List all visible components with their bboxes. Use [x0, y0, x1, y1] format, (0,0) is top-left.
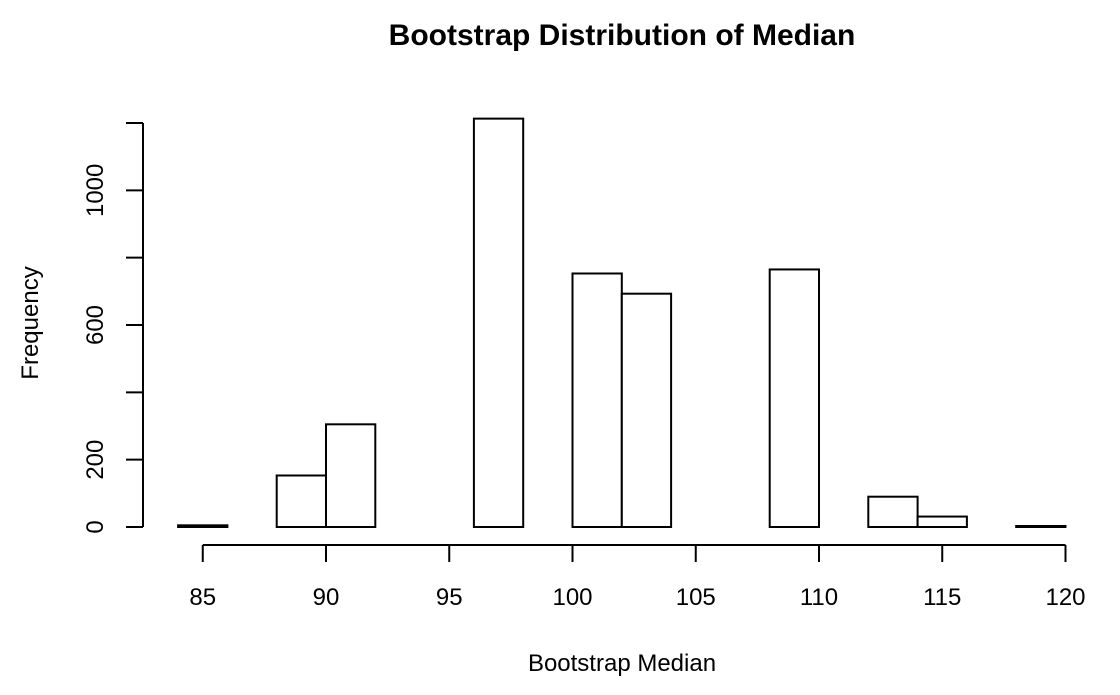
chart-title: Bootstrap Distribution of Median: [389, 19, 856, 52]
histogram-bar: [620, 292, 673, 528]
x-axis: 85 90 95 100 105 110 115 120: [189, 544, 1086, 611]
x-tick-label: 105: [676, 584, 716, 611]
y-axis: 0 200 600 1000: [82, 121, 144, 534]
y-tick-label: 0: [82, 520, 109, 533]
x-tick-label: 100: [552, 584, 592, 611]
histogram-bar: [177, 524, 229, 529]
histogram-bar: [867, 495, 919, 529]
histogram-bar: [916, 515, 968, 528]
x-axis-label: Bootstrap Median: [528, 650, 716, 677]
bars: [177, 117, 1067, 529]
x-tick-label: 115: [923, 584, 961, 611]
x-tick-label: 120: [1045, 584, 1085, 611]
x-tick-label: 95: [436, 584, 463, 611]
x-tick-label: 90: [313, 584, 340, 611]
histogram-bar: [275, 474, 328, 528]
y-tick-label: 200: [82, 440, 109, 480]
histogram-bar: [1015, 524, 1067, 528]
x-tick-label: 85: [189, 584, 216, 611]
histogram-bar: [571, 272, 623, 528]
histogram-bar: [768, 268, 821, 528]
y-tick-label: 600: [82, 305, 109, 345]
y-tick-label: 1000: [82, 164, 109, 217]
x-tick-label: 110: [800, 584, 838, 611]
histogram-bar: [472, 117, 525, 529]
y-axis-label: Frequency: [17, 266, 44, 379]
histogram-bar: [325, 423, 377, 529]
